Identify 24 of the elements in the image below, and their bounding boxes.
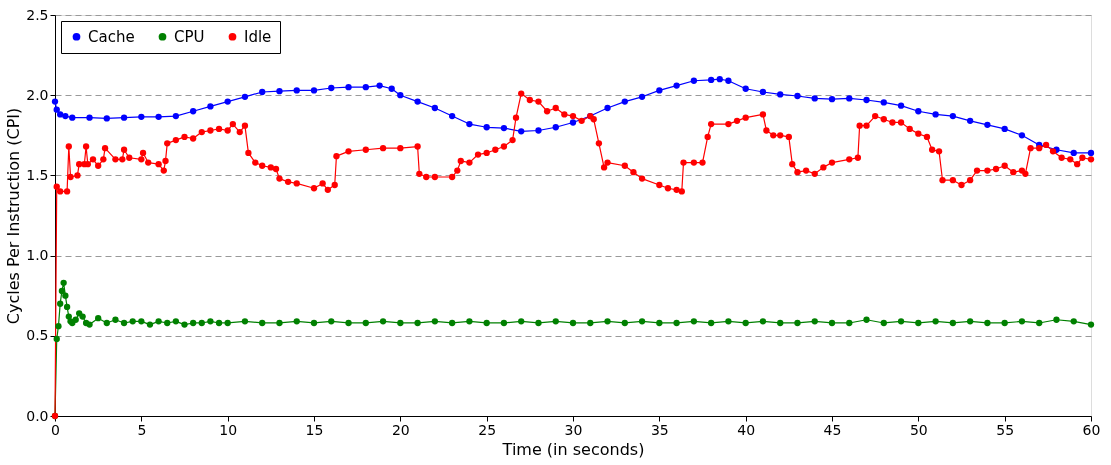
x-tick-label: 20 [391,421,410,438]
y-tick-label: 1.5 [26,166,49,183]
y-axis-title: Cycles Per Instruction (CPI) [4,107,24,325]
x-tick-label: 0 [51,421,60,438]
x-tick-label: 40 [737,421,756,438]
x-tick-label: 35 [650,421,669,438]
x-axis-title: Time (in seconds) [501,439,645,459]
legend-label: Idle [244,27,272,46]
y-tick-label: 0.5 [26,327,49,344]
x-tick-label: 45 [823,421,842,438]
y-tick-label: 2.5 [26,6,49,23]
y-tick-label: 1.0 [26,247,49,264]
x-tick-label: 30 [564,421,583,438]
x-tick-label: 50 [909,421,928,438]
x-tick-label: 55 [996,421,1015,438]
x-tick-label: 5 [137,421,147,438]
y-tick-label: 2.0 [26,86,49,103]
legend-label: Cache [88,27,135,46]
x-tick-label: 15 [305,421,324,438]
x-tick-label: 60 [1082,421,1101,438]
x-tick-label: 10 [219,421,238,438]
legend-label: CPU [174,27,205,46]
x-tick-label: 25 [478,421,497,438]
y-tick-label: 0.0 [26,407,49,424]
